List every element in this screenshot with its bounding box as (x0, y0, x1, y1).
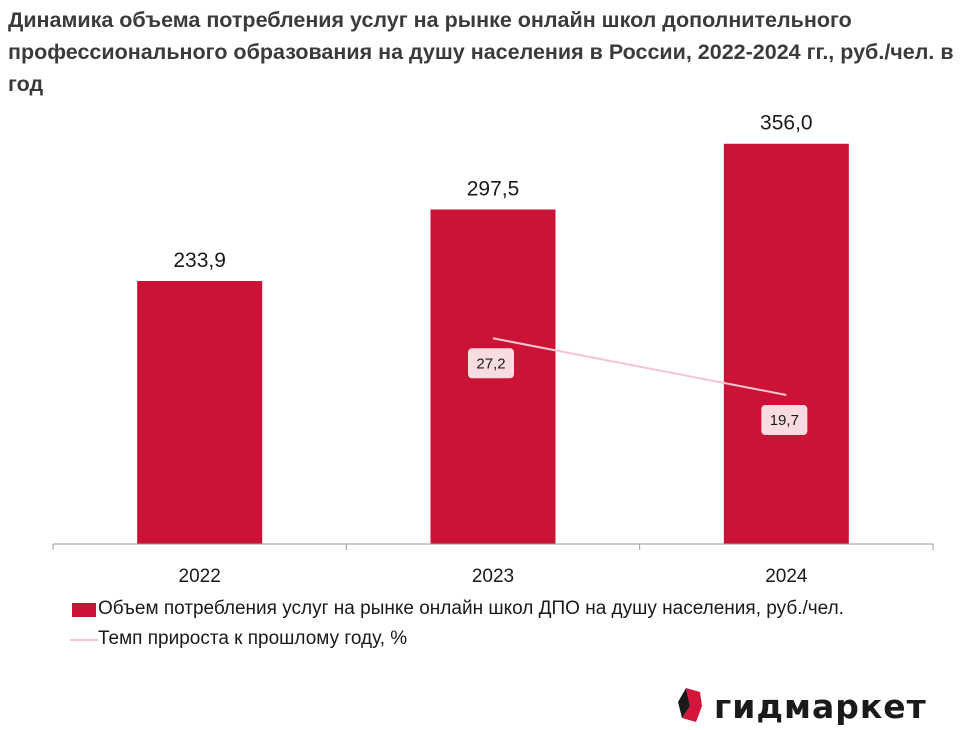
growth-label-2024: 19,7 (770, 412, 799, 429)
growth-line (492, 337, 787, 396)
brand-logo: гидмаркет (676, 684, 927, 728)
x-axis: 2022 2023 2024 (52, 543, 934, 587)
bar-value-label-2024: 356,0 (760, 112, 813, 135)
growth-label-box-2023 (468, 348, 514, 379)
bar-value-label-2023: 297,5 (467, 178, 520, 201)
bar-2022 (137, 281, 263, 544)
growth-label-2023: 27,2 (476, 355, 505, 372)
bars-group: 233,9 297,5 356,0 (137, 112, 849, 544)
x-tick-label-2024: 2024 (765, 566, 808, 587)
legend-bar-swatch (72, 603, 96, 617)
chart: 233,9 297,5 356,0 2022 2023 2024 27,2 19,7 (52, 112, 934, 587)
legend-item-volume: Объем потребления услуг на рынке онлайн … (70, 594, 950, 624)
chart-title: Динамика объема потребления услуг на рын… (8, 8, 954, 96)
legend-label-volume: Объем потребления услуг на рынке онлайн … (98, 598, 844, 619)
gidmarket-logo-icon (678, 688, 702, 722)
legend-label-growth: Темп прироста к прошлому году, % (98, 628, 408, 649)
logo-text: гидмаркет (714, 686, 927, 726)
legend-line-swatch (70, 639, 98, 641)
legend-item-growth: Темп прироста к прошлому году, % (70, 624, 950, 654)
bar-value-label-2022: 233,9 (173, 249, 226, 272)
legend: Объем потребления услуг на рынке онлайн … (70, 594, 950, 654)
growth-label-box-2024 (761, 404, 808, 435)
bar-2024 (723, 143, 849, 544)
growth-line-group: 27,2 19,7 (468, 337, 808, 435)
x-tick-label-2023: 2023 (472, 566, 514, 587)
x-tick-label-2022: 2022 (179, 566, 221, 587)
